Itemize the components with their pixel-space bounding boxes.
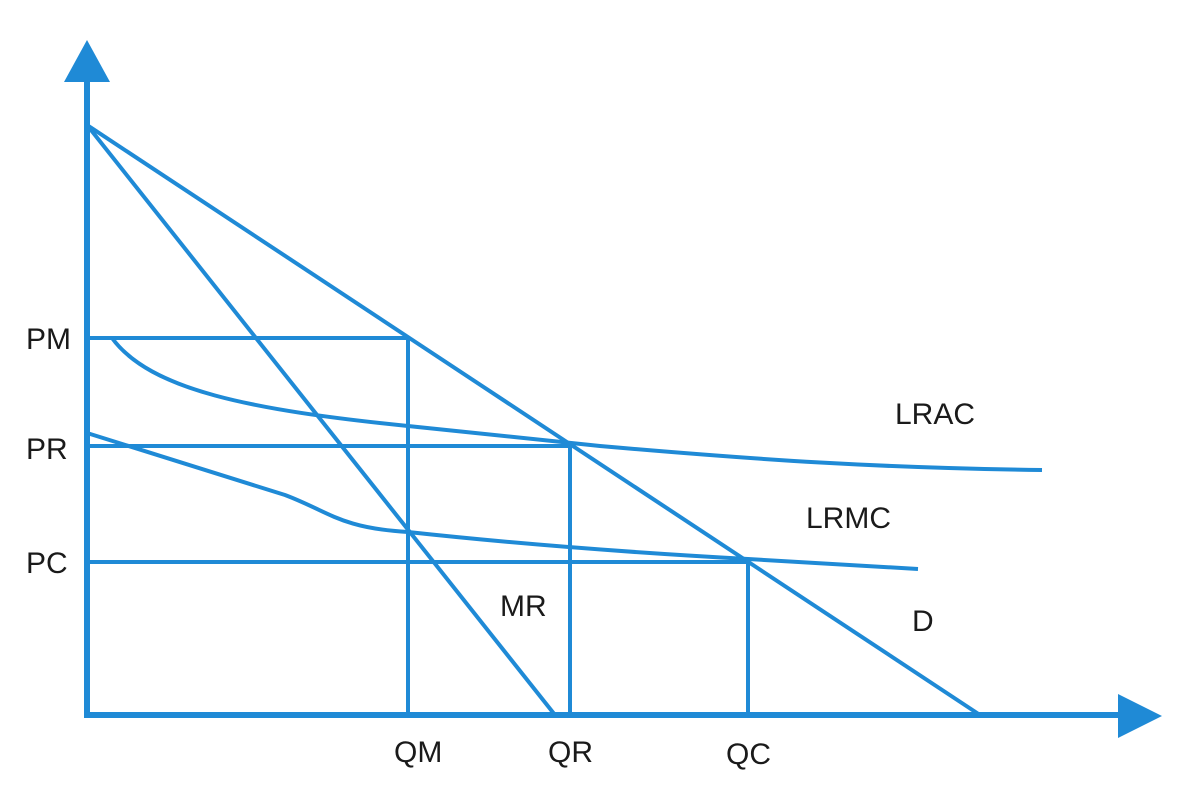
lrac-curve [110, 336, 1043, 472]
lrmc-curve [86, 431, 919, 571]
qc-label: QC [726, 738, 771, 771]
pc-label: PC [26, 547, 68, 580]
qr-label: QR [548, 736, 593, 769]
demand-curve [85, 123, 982, 717]
x-axis-arrow-icon [1118, 694, 1162, 738]
marginal-revenue-curve [85, 123, 557, 717]
d-label: D [912, 605, 934, 638]
axes [64, 40, 1162, 738]
qm-label: QM [394, 736, 442, 769]
y-axis-arrow-icon [64, 40, 110, 82]
mr-label: MR [500, 590, 547, 623]
pm-label: PM [26, 323, 71, 356]
lrmc-label: LRMC [806, 502, 891, 535]
lrac-label: LRAC [895, 398, 975, 431]
pr-label: PR [26, 433, 68, 466]
